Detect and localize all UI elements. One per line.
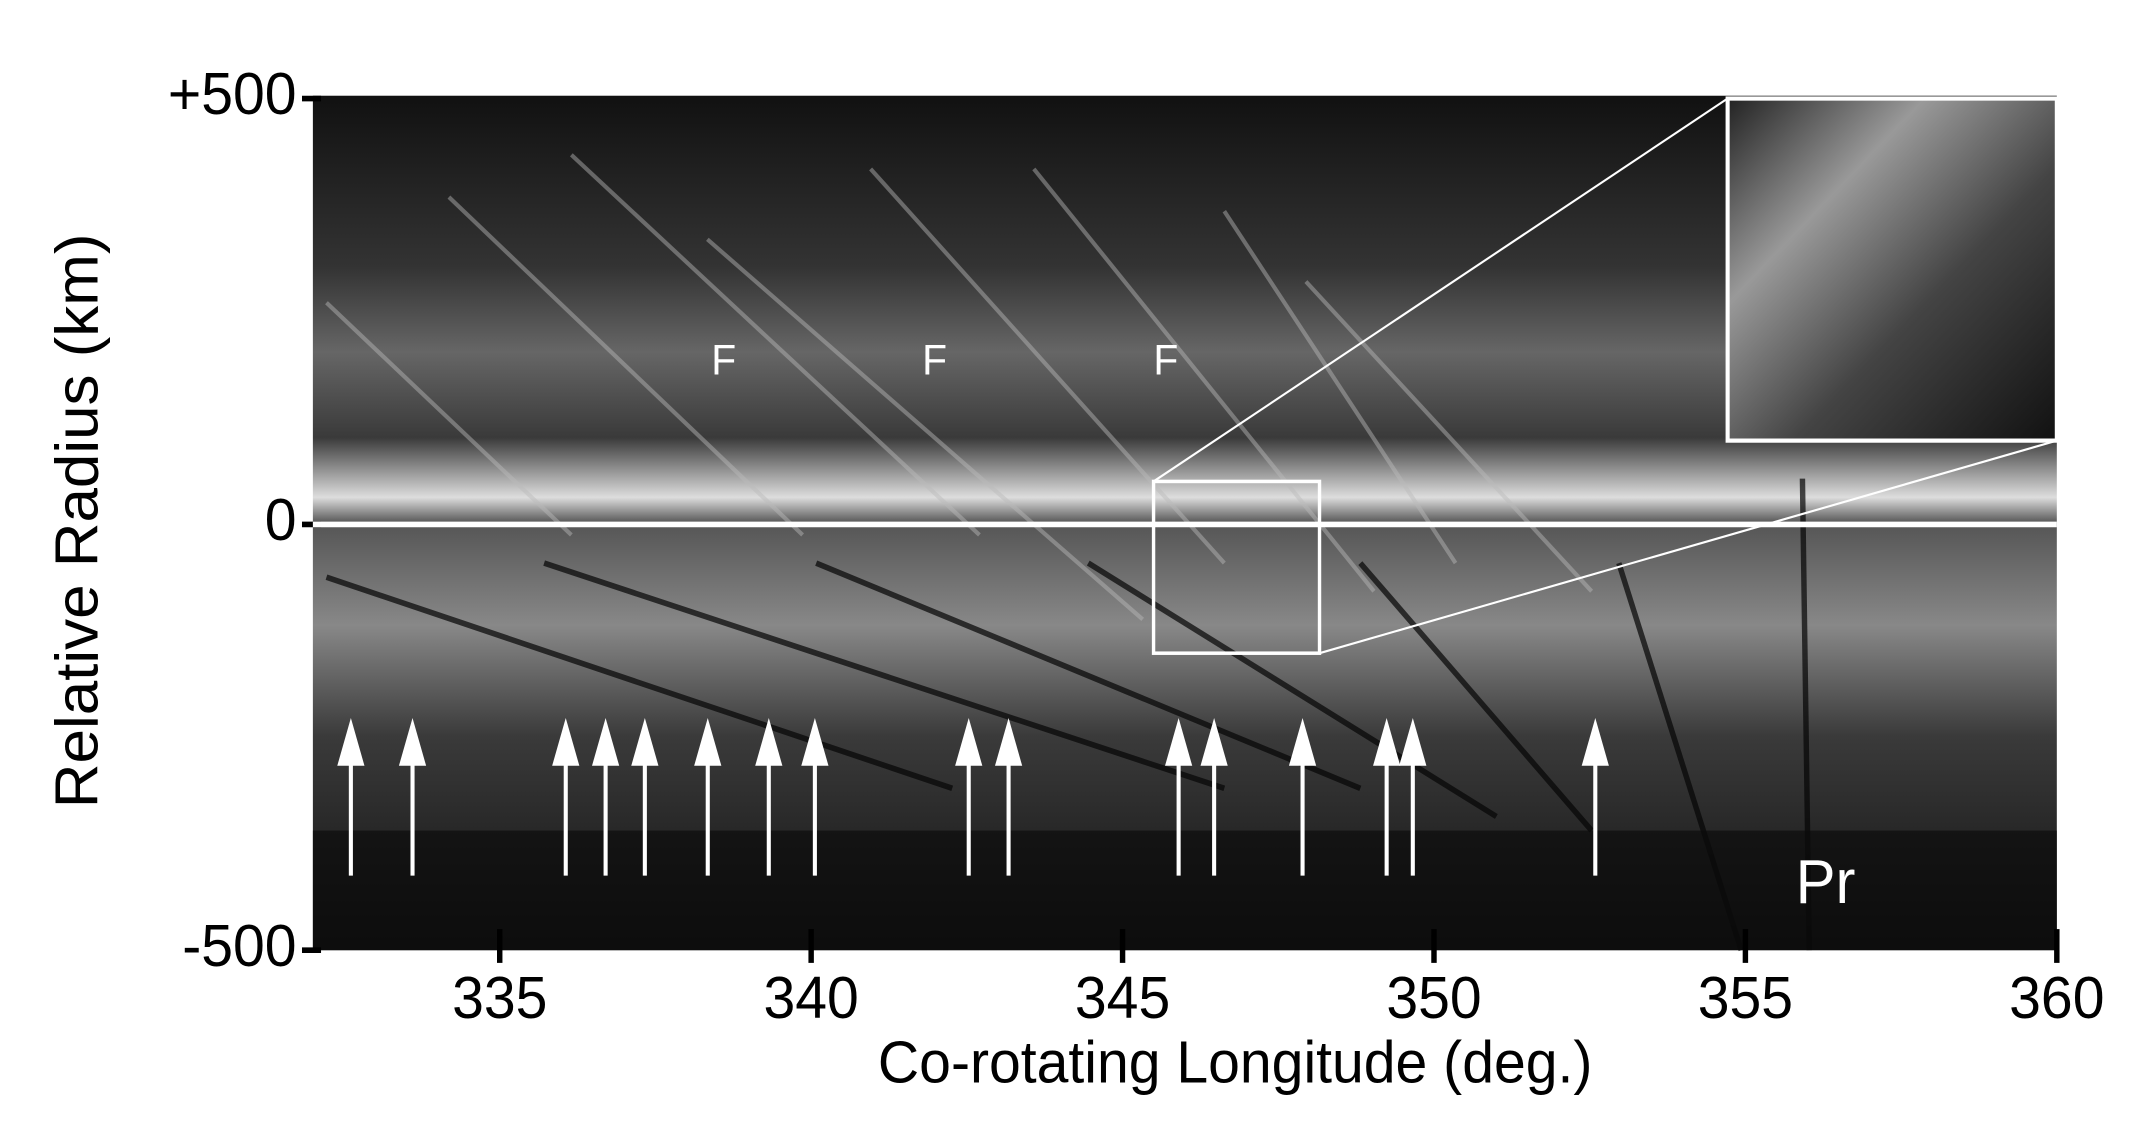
arrow [1288,717,1317,876]
arrow [801,717,829,876]
zoom-connector [1319,439,2058,655]
arrow-head [631,717,659,766]
arrow [592,717,620,876]
arrow-head [801,717,829,766]
zoom-box [1151,479,1322,655]
arrow-head [1399,717,1427,766]
arrow [1200,717,1228,876]
arrow-head [955,717,983,766]
arrow-head [398,717,427,766]
arrow-head [755,717,783,766]
arrow [337,717,365,876]
arrow-head [1165,717,1193,766]
bright-streaks [325,153,1594,622]
annotation: F [922,336,947,384]
x-tick-label: 340 [763,965,858,1031]
x-tick-label: 355 [1698,965,1793,1031]
y-tick-label: +500 [168,61,297,127]
arrow [1581,717,1609,876]
zoom-connector [1153,97,1729,483]
annotation: F [711,336,736,384]
arrow [552,717,580,876]
arrow [1373,717,1401,876]
y-tick-label: 0 [265,487,297,553]
image-shadow [312,830,2057,951]
arrow-head [1200,717,1228,766]
x-tick-label: 360 [2009,965,2104,1031]
arrow-head [592,717,620,766]
x-tick-label: 350 [1386,965,1481,1031]
arrow-head [1288,717,1317,766]
y-axis-label: Relative Radius (km) [43,234,110,809]
arrow [1399,717,1427,876]
x-tick-label: 345 [1075,965,1170,1031]
x-axis-label: Co-rotating Longitude (deg.) [878,1030,1592,1096]
arrow [398,717,427,876]
x-tick-label: 335 [452,965,547,1031]
arrow [694,717,722,876]
arrow [755,717,783,876]
arrow-head [1373,717,1401,766]
arrow-head [337,717,365,766]
zoom-inset [1725,96,2059,443]
annotation: Pr [1796,847,1856,916]
arrow-head [1581,717,1609,766]
dark-streaks [325,478,1812,952]
arrow-head [552,717,580,766]
arrow [631,717,659,876]
arrow [955,717,983,876]
arrow [994,717,1023,876]
arrow [1165,717,1193,876]
annotation: F [1153,336,1178,384]
arrow-head [694,717,722,766]
y-tick-label: -500 [182,913,296,979]
arrow-head [994,717,1023,766]
